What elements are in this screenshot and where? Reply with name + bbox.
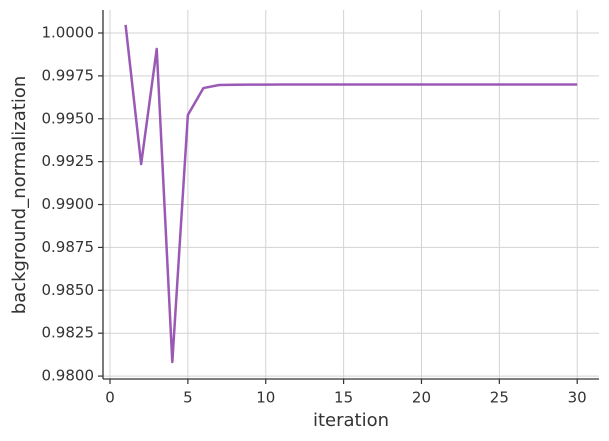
x-tick-label: 10 [256,389,275,407]
y-tick-label: 0.9950 [42,109,95,127]
x-tick-label: 25 [490,389,509,407]
y-tick-label: 0.9875 [42,238,95,256]
data-line [124,24,578,364]
y-tick-label: 0.9800 [42,367,95,385]
y-tick-label: 0.9900 [42,195,95,213]
y-tick-label: 0.9925 [42,152,95,170]
grid [103,10,599,379]
y-axis-label: background_normalization [9,76,30,315]
y-tick-label: 0.9975 [42,66,95,84]
marks [124,24,578,364]
x-tick-label: 5 [183,389,193,407]
x-tick-label: 30 [568,389,587,407]
y-tick-label: 0.9850 [42,281,95,299]
x-axis-label: iteration [313,410,389,431]
x-tick-label: 0 [105,389,115,407]
x-tick-label: 20 [412,389,431,407]
y-tick-label: 1.0000 [42,23,95,41]
x-tick-label: 15 [334,389,353,407]
y-tick-label: 0.9825 [42,324,95,342]
